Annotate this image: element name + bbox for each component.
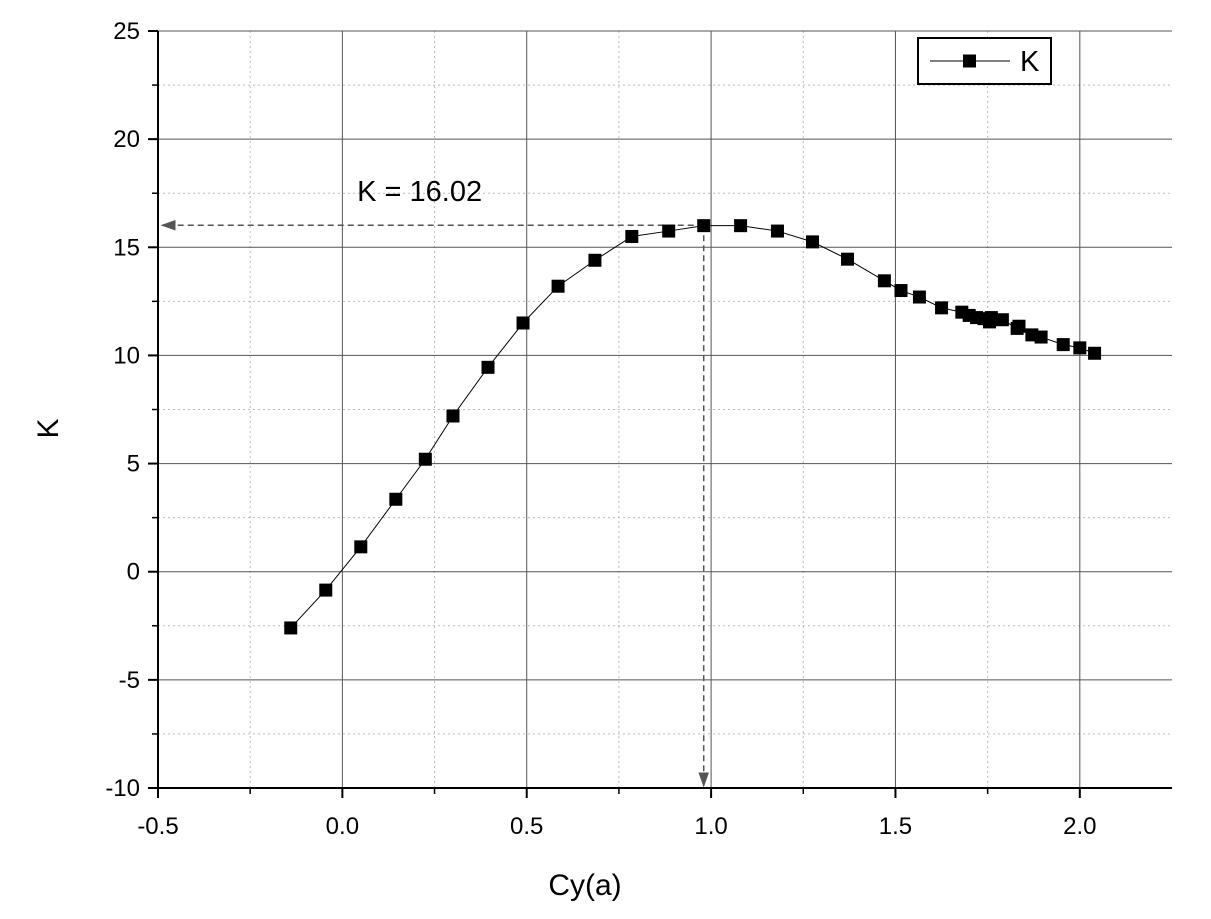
data-point	[912, 290, 926, 304]
y-tick-label: -10	[105, 775, 140, 802]
y-tick-label: 5	[127, 451, 140, 478]
data-point	[389, 492, 403, 506]
legend: K	[917, 37, 1052, 85]
data-point	[805, 235, 819, 249]
data-point	[984, 311, 998, 325]
y-axis-title: K	[32, 418, 65, 438]
y-tick-label: 25	[113, 18, 140, 45]
data-point	[841, 252, 855, 266]
data-point	[734, 219, 748, 233]
data-point	[418, 452, 432, 466]
series-layer	[284, 219, 1102, 635]
data-point	[319, 583, 333, 597]
x-tick-label: 0.0	[326, 813, 359, 840]
data-point	[354, 540, 368, 554]
y-tick-label: 10	[113, 342, 140, 369]
x-tick-label: -0.5	[137, 813, 178, 840]
data-point	[1034, 330, 1048, 344]
data-point	[284, 621, 298, 635]
annotation-label: K = 16.02	[357, 176, 482, 208]
data-point	[481, 360, 495, 374]
series-line	[290, 225, 1095, 629]
data-point	[551, 279, 565, 293]
x-axis-title: Cy(a)	[548, 869, 621, 902]
annotation-layer: K = 16.02	[160, 176, 709, 788]
x-tick-label: 1.5	[879, 813, 912, 840]
data-point	[662, 224, 676, 238]
x-tick-label: 0.5	[510, 813, 543, 840]
data-point	[995, 313, 1009, 327]
y-tick-label: 0	[127, 559, 140, 586]
data-point	[1073, 341, 1087, 355]
data-point	[894, 284, 908, 298]
y-tick-label: -5	[119, 667, 140, 694]
data-point	[1012, 319, 1026, 333]
data-point	[935, 301, 949, 315]
axis-layer: -0.5 0.0 0.5 1.0 1.5 2.0 -10 -5 0 5 10 15 20 25	[105, 18, 1172, 840]
legend-label: K	[1020, 46, 1040, 78]
data-point	[446, 409, 460, 423]
data-point	[697, 219, 711, 233]
x-tick-label: 1.0	[694, 813, 727, 840]
data-point	[770, 224, 784, 238]
data-point	[625, 229, 639, 243]
data-point	[1056, 338, 1070, 352]
y-tick-label: 20	[113, 126, 140, 153]
legend-marker	[963, 54, 976, 68]
y-tick-label: 15	[113, 234, 140, 261]
data-point	[588, 253, 602, 267]
grid-layer	[158, 30, 1172, 788]
data-point	[877, 274, 891, 288]
data-point	[1088, 346, 1102, 360]
data-point	[516, 316, 530, 330]
x-tick-label: 2.0	[1063, 813, 1096, 840]
